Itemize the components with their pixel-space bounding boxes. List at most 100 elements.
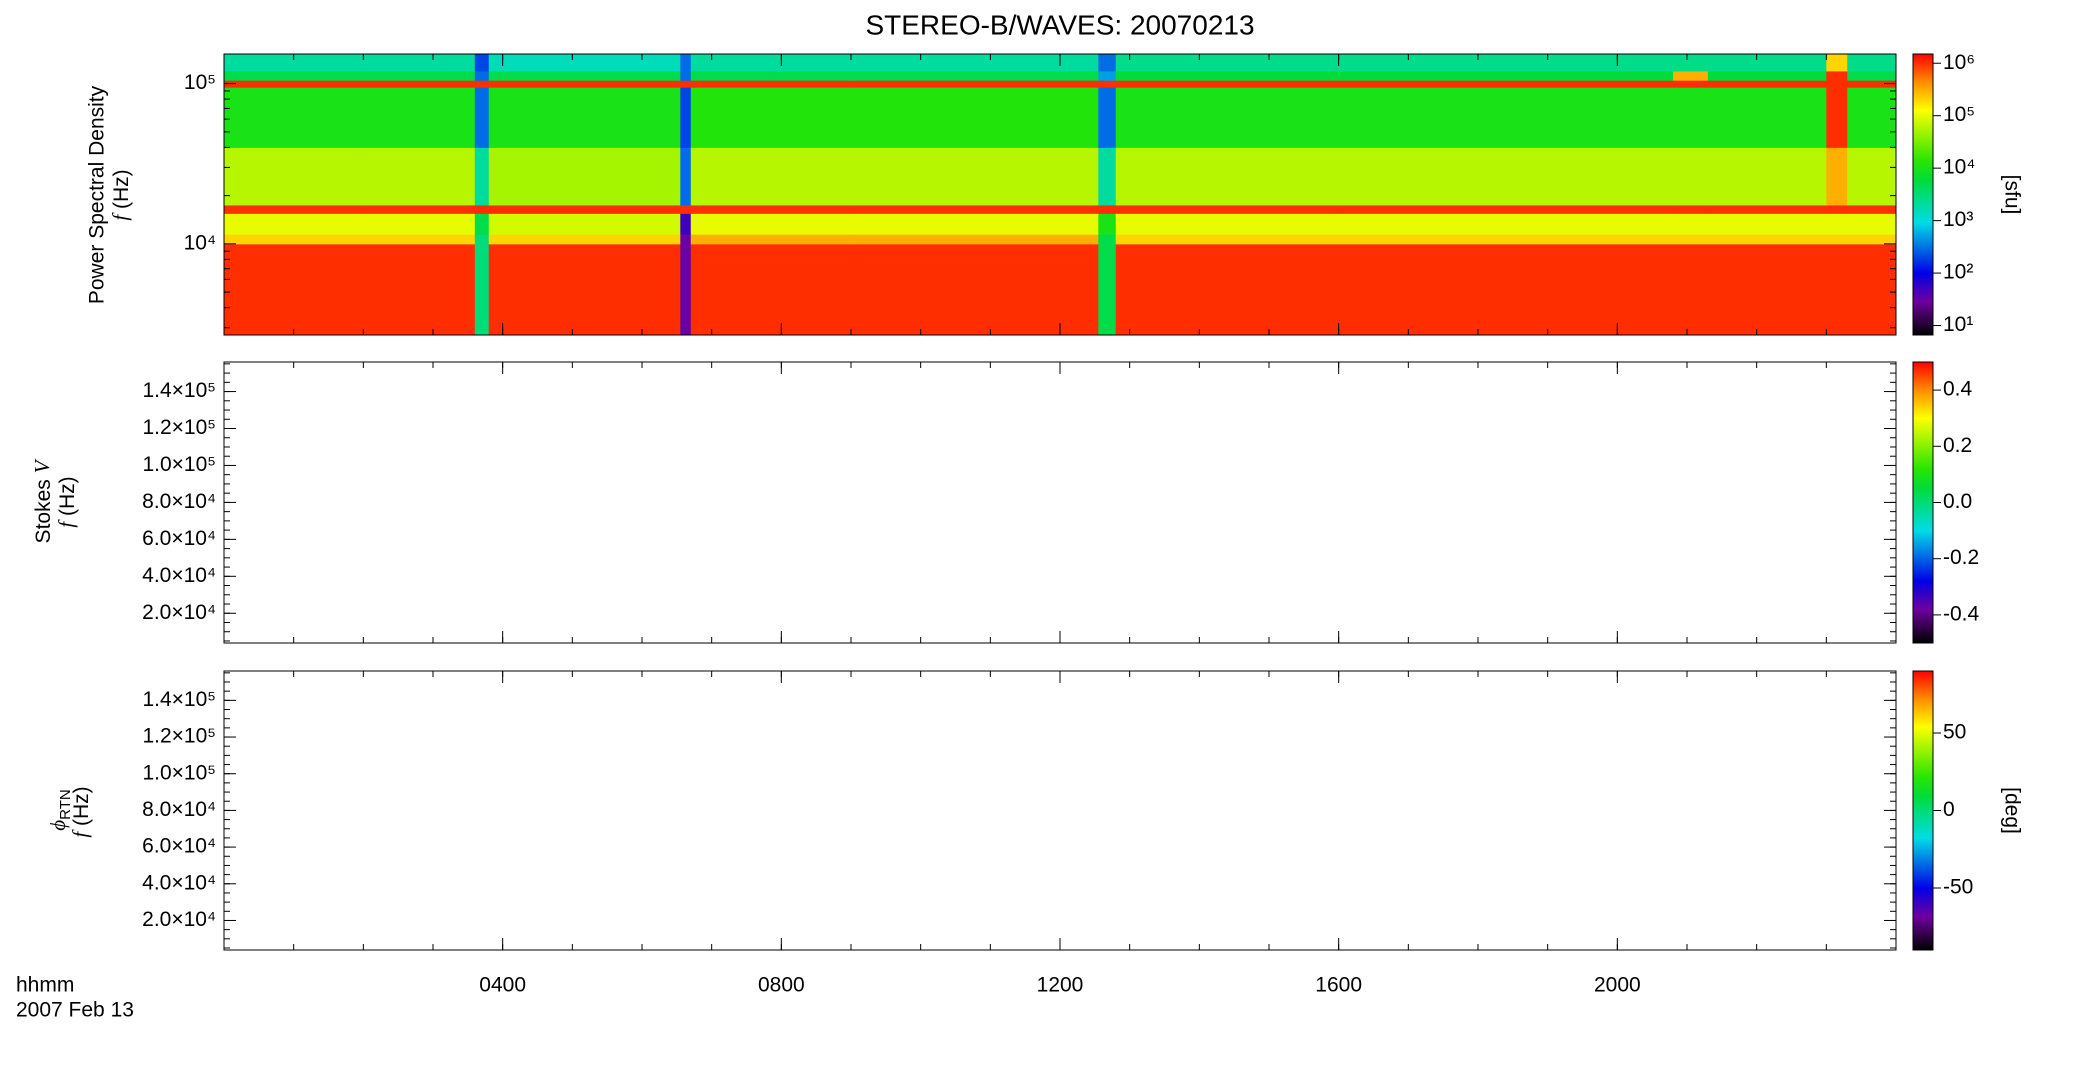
y-tick-label: 1.0×10⁵ [142,453,216,476]
plot-frame [223,361,1897,644]
x-axis-label: hhmm [16,974,74,997]
heat-cell [1826,243,1848,336]
y-tick-label: 6.0×10⁴ [142,835,216,858]
colorbar [1912,361,1934,644]
heat-cell [1847,80,1897,88]
heat-cell [1338,87,1674,148]
colorbar-tick-label: 10⁶ [1943,51,1975,74]
heat-cell [1673,80,1709,88]
y-tick-label: 1.4×10⁵ [142,379,216,402]
colorbar-tick-label: 10⁴ [1943,156,1975,179]
heat-cell [474,70,490,81]
heat-cell [224,243,364,336]
colorbar-tick-label: 10¹ [1943,313,1973,336]
heat-cell [1115,87,1340,148]
colorbar-tick-label: 10² [1943,261,1973,284]
heat-cell [1338,54,1674,72]
heat-cell [690,243,852,336]
heat-cell [224,80,364,88]
heat-cell [680,87,692,148]
heat-cell [1098,234,1117,245]
heat-cell [1115,204,1340,214]
heat-cell [1673,243,1709,336]
heat-cell [680,213,692,235]
heat-cell [363,234,476,245]
y-tick-label: 4.0×10⁴ [142,871,216,894]
colorbar-tick-label: -50 [1943,876,1973,899]
colorbar-label: [sfu] [2000,175,2023,215]
heat-cell [1338,213,1674,235]
heat-cell [1098,213,1117,235]
heat-cell [363,80,476,88]
heat-cell [474,87,490,148]
y-axis-label: ϕRTN [46,789,74,830]
y-tick-label: 8.0×10⁴ [142,490,216,513]
heat-cell [690,70,852,81]
heat-cell [1673,87,1709,148]
colorbar [1912,53,1934,336]
heat-cell [1707,204,1827,214]
y-tick-label: 1.2×10⁵ [142,725,216,748]
x-tick-label: 0800 [758,974,805,997]
heat-cell [1847,70,1897,81]
heat-cell [1115,213,1340,235]
heat-cell [1673,234,1709,245]
heat-cell [1098,70,1117,81]
heat-cell [851,54,1099,72]
heat-cell [488,54,681,72]
heat-cell [1115,147,1340,206]
heat-cell [1826,70,1848,81]
y-tick-label: 2.0×10⁴ [142,908,216,931]
x-tick-label: 2000 [1594,974,1641,997]
x-tick-label: 0400 [479,974,526,997]
heat-cell [1338,147,1674,206]
heat-cell [690,54,852,72]
heat-cell [1673,70,1709,81]
heat-cell [1098,204,1117,214]
heat-cell [1115,243,1340,336]
heat-cell [224,213,364,235]
heat-cell [488,147,681,206]
heat-cell [224,204,364,214]
y-axis-unit: f (Hz) [108,169,133,220]
heat-cell [474,213,490,235]
heat-cell [690,234,852,245]
colorbar-tick-label: 0 [1943,798,1955,821]
y-tick-label: 1.2×10⁵ [142,416,216,439]
heat-cell [1673,204,1709,214]
heat-cell [1707,70,1827,81]
heat-cell [224,234,364,245]
heat-cell [1826,213,1848,235]
heat-cell [1847,243,1897,336]
heat-cell [1673,147,1709,206]
heat-cell [1847,87,1897,148]
heat-cell [690,213,852,235]
heat-cell [363,54,476,72]
heat-cell [851,70,1099,81]
y-axis-label: Stokes V [30,458,55,543]
heat-cell [1826,234,1848,245]
heat-cell [1826,87,1848,148]
heat-cell [488,87,681,148]
heat-cell [1338,234,1674,245]
heat-cell [1115,80,1340,88]
heat-cell [474,204,490,214]
x-tick-label: 1200 [1037,974,1084,997]
heat-cell [1115,70,1340,81]
heat-cell [488,213,681,235]
y-tick-label: 1.4×10⁵ [142,688,216,711]
heat-cell [1338,204,1674,214]
heat-cell [474,54,490,72]
chart-title: STEREO-B/WAVES: 20070213 [865,9,1254,40]
heat-cell [1098,54,1117,72]
y-tick-label: 10⁵ [184,71,216,94]
y-axis-unit: f (Hz) [54,476,79,527]
colorbar-tick-label: 50 [1943,721,1966,744]
heat-cell [1847,234,1897,245]
y-tick-label: 8.0×10⁴ [142,798,216,821]
colorbar-tick-label: 0.2 [1943,434,1972,457]
heat-cell [363,87,476,148]
heat-cell [680,80,692,88]
heat-cell [680,70,692,81]
heat-cell [1115,54,1340,72]
